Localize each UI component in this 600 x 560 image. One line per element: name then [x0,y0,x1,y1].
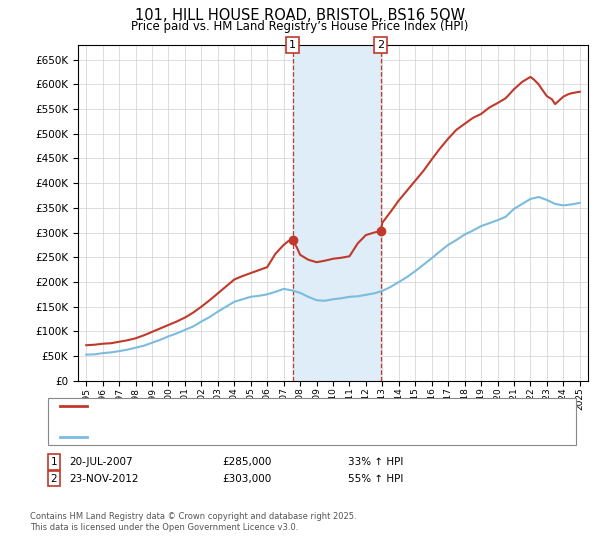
Text: 33% ↑ HPI: 33% ↑ HPI [348,457,403,467]
Text: £303,000: £303,000 [222,474,271,484]
Text: 101, HILL HOUSE ROAD, BRISTOL, BS16 5QW: 101, HILL HOUSE ROAD, BRISTOL, BS16 5QW [135,8,465,24]
Bar [293,45,381,381]
Text: 20-JUL-2007: 20-JUL-2007 [69,457,133,467]
Text: 101, HILL HOUSE ROAD, BRISTOL, BS16 5QW (semi-detached house): 101, HILL HOUSE ROAD, BRISTOL, BS16 5QW … [93,401,451,411]
Text: £285,000: £285,000 [222,457,271,467]
Text: 2: 2 [50,474,58,484]
Text: 55% ↑ HPI: 55% ↑ HPI [348,474,403,484]
Text: HPI: Average price, semi-detached house, South Gloucestershire: HPI: Average price, semi-detached house,… [93,432,431,442]
Text: Price paid vs. HM Land Registry’s House Price Index (HPI): Price paid vs. HM Land Registry’s House … [131,20,469,32]
Text: 1: 1 [289,40,296,50]
Text: 1: 1 [50,457,58,467]
Text: 2: 2 [377,40,384,50]
Text: 23-NOV-2012: 23-NOV-2012 [69,474,139,484]
Text: Contains HM Land Registry data © Crown copyright and database right 2025.
This d: Contains HM Land Registry data © Crown c… [30,512,356,532]
